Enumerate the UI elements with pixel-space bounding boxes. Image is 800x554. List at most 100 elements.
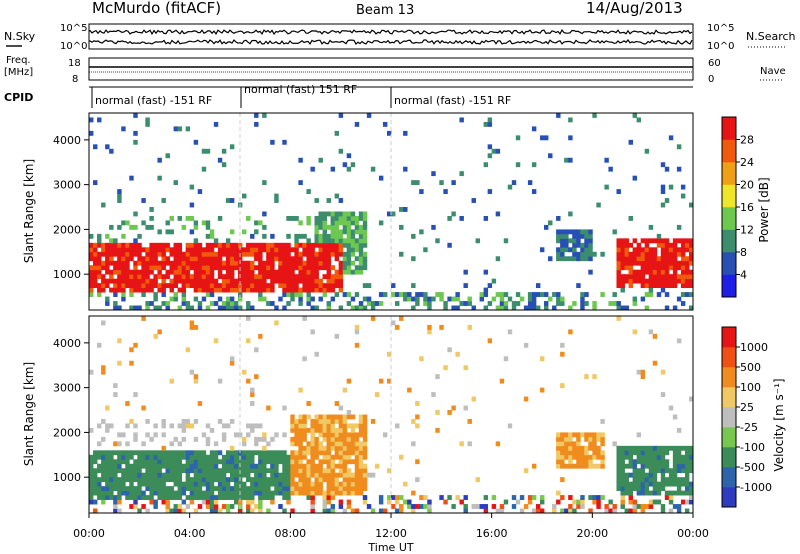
- heatmap-cell: [350, 508, 356, 514]
- heatmap-cell: [189, 486, 195, 492]
- heatmap-cell: [644, 256, 650, 262]
- heatmap-cell: [580, 495, 585, 500]
- heatmap-cell: [282, 495, 287, 500]
- heatmap-cell: [97, 490, 102, 496]
- heatmap-cell: [620, 450, 625, 456]
- heatmap-cell: [592, 374, 597, 380]
- heatmap-cell: [656, 233, 662, 239]
- heatmap-cell: [338, 229, 344, 235]
- heatmap-cell: [242, 441, 247, 447]
- heatmap-cell: [105, 459, 110, 465]
- heatmap-cell: [254, 472, 259, 478]
- heatmap-cell: [201, 477, 207, 483]
- heatmap-cell: [556, 454, 561, 460]
- heatmap-cell: [330, 472, 336, 478]
- heatmap-cell: [572, 256, 577, 262]
- heatmap-cell: [254, 113, 259, 118]
- heatmap-cell: [676, 296, 682, 302]
- heatmap-cell: [592, 436, 597, 442]
- heatmap-cell: [564, 229, 569, 235]
- heatmap-cell: [197, 472, 203, 478]
- heatmap-cell: [242, 229, 247, 235]
- heatmap-cell: [576, 499, 581, 505]
- heatmap-cell: [246, 265, 251, 271]
- heatmap-cell: [294, 215, 299, 221]
- heatmap-cell: [310, 427, 315, 433]
- heatmap-cell: [298, 414, 303, 420]
- heatmap-cell: [270, 477, 275, 483]
- heatmap-cell: [181, 423, 187, 429]
- nsearch-label: N.Search: [746, 30, 796, 43]
- heatmap-cell: [358, 265, 364, 271]
- heatmap-cell: [322, 265, 327, 271]
- heatmap-cell: [282, 265, 287, 271]
- heatmap-cell: [93, 459, 98, 465]
- heatmap-cell: [137, 477, 142, 483]
- heatmap-cell: [564, 508, 569, 514]
- heatmap-cell: [632, 256, 638, 262]
- heatmap-cell: [205, 459, 211, 465]
- heatmap-cell: [298, 301, 303, 306]
- heatmap-cell: [334, 211, 340, 217]
- heatmap-cell: [149, 256, 154, 262]
- heatmap-cell: [141, 247, 146, 253]
- heatmap-cell: [684, 468, 690, 474]
- heatmap-cell: [334, 414, 340, 420]
- heatmap-cell: [233, 301, 239, 306]
- heatmap-cell: [322, 450, 327, 456]
- heatmap-cell: [310, 329, 315, 335]
- heatmap-cell: [250, 423, 255, 429]
- heatmap-cell: [93, 260, 98, 266]
- heatmap-cell: [660, 247, 666, 253]
- heatmap-cell: [431, 296, 436, 302]
- heatmap-cell: [370, 305, 376, 311]
- heatmap-cell: [250, 269, 255, 275]
- heatmap-cell: [676, 454, 682, 460]
- heatmap-cell: [189, 265, 195, 271]
- heatmap-cell: [334, 401, 340, 406]
- heatmap-cell: [580, 445, 585, 451]
- heatmap-cell: [354, 490, 360, 496]
- heatmap-cell: [358, 211, 364, 217]
- heatmap-cell: [93, 283, 98, 289]
- heatmap-cell: [346, 251, 352, 257]
- heatmap-cell: [560, 508, 565, 514]
- heatmap-cell: [668, 495, 674, 500]
- heatmap-cell: [314, 450, 319, 456]
- heatmap-cell: [197, 401, 203, 406]
- heatmap-cell: [274, 490, 279, 496]
- heatmap-cell: [298, 481, 303, 487]
- heatmap-cell: [93, 180, 98, 186]
- heatmap-cell: [145, 472, 150, 478]
- heatmap-cell: [680, 454, 686, 460]
- heatmap-cell: [447, 215, 452, 221]
- heatmap-cell: [580, 296, 585, 302]
- heatmap-cell: [564, 256, 569, 262]
- heatmap-cell: [596, 432, 601, 438]
- heatmap-cell: [310, 423, 315, 429]
- y-tick-label: 1000: [53, 471, 81, 484]
- heatmap-cell: [632, 329, 638, 335]
- heatmap-cell: [326, 486, 331, 492]
- heatmap-cell: [338, 481, 344, 487]
- heatmap-cell: [165, 260, 170, 266]
- colorbar-tick-label: -100: [740, 441, 765, 454]
- heatmap-cell: [556, 215, 561, 221]
- heatmap-cell: [628, 495, 633, 500]
- heatmap-cell: [644, 459, 650, 465]
- heatmap-cell: [358, 450, 364, 456]
- heatmap-cell: [616, 301, 621, 306]
- heatmap-cell: [173, 296, 178, 302]
- heatmap-cell: [177, 274, 183, 280]
- heatmap-cell: [229, 472, 235, 478]
- heatmap-cell: [157, 265, 162, 271]
- heatmap-cell: [487, 283, 493, 289]
- colorbar-swatch: [722, 327, 736, 348]
- heatmap-cell: [354, 508, 360, 514]
- heatmap-cell: [556, 436, 561, 442]
- time-tick-label: 20:00: [576, 527, 608, 540]
- heatmap-cell: [612, 508, 617, 514]
- heatmap-cell: [366, 472, 372, 478]
- heatmap-cell: [209, 301, 215, 306]
- heatmap-cell: [201, 256, 207, 262]
